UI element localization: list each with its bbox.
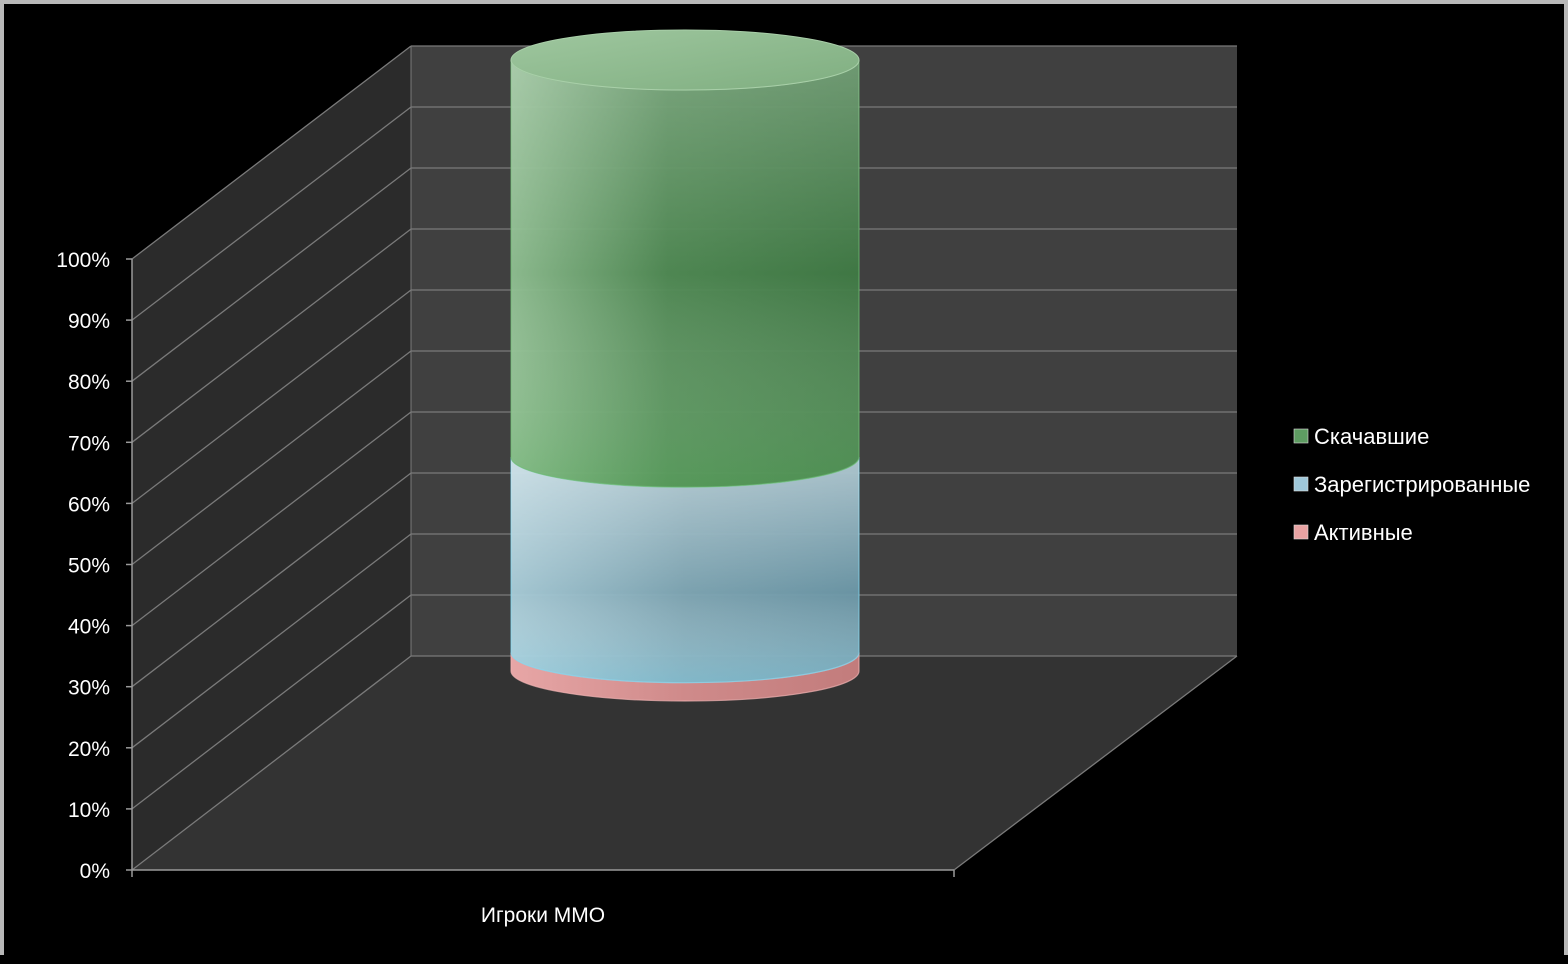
gridline-side (131, 533, 412, 749)
legend-swatch (1293, 476, 1309, 492)
legend-label: Скачавшие (1314, 424, 1429, 449)
y-tick-label: 100% (56, 249, 110, 272)
gridline-side (131, 472, 412, 688)
gridline-side (131, 228, 412, 443)
y-tick-label: 80% (68, 371, 110, 394)
gridline-side (131, 45, 412, 260)
chart-svg: 0% 10% 20% 30% 40% 50% 60% 70% 80% 90% 100% Игроки… (56, 29, 1530, 927)
bar-segment-sheen (511, 457, 859, 683)
legend-swatch (1293, 524, 1309, 540)
floor-edge-right (953, 655, 1238, 871)
legend-label: Зарегистрированные (1314, 472, 1530, 497)
y-tick-label: 70% (68, 432, 110, 455)
y-tick-label: 30% (68, 677, 110, 700)
y-tick-label: 50% (68, 555, 110, 578)
bar-segment-2 (510, 29, 860, 488)
floor (132, 656, 1237, 870)
y-tick-label: 40% (68, 616, 110, 639)
gridline-side (131, 655, 412, 871)
chart-legend: Скачавшие Зарегистрированные Активные (1293, 424, 1530, 545)
y-tick-label: 20% (68, 738, 110, 761)
gridline-side (131, 350, 412, 566)
legend-swatch (1293, 428, 1309, 444)
x-axis: Игроки ММО (131, 869, 955, 927)
legend-label: Активные (1314, 520, 1413, 545)
bar-segment-sheen (511, 60, 859, 488)
gridline-side (131, 167, 412, 382)
y-tick-label: 0% (80, 860, 110, 883)
gridline-side (131, 411, 412, 627)
y-tick-label: 60% (68, 493, 110, 516)
x-category-label: Игроки ММО (481, 904, 605, 927)
gridline-side (131, 594, 412, 810)
y-axis: 0% 10% 20% 30% 40% 50% 60% 70% 80% 90% 100% (56, 249, 133, 883)
chart-bars (510, 29, 860, 702)
y-tick-label: 10% (68, 799, 110, 822)
bar-top-cap (510, 29, 860, 91)
bar-segment-1 (510, 457, 860, 684)
y-tick-label: 90% (68, 310, 110, 333)
gridline-side (131, 289, 412, 504)
gridline-side (131, 106, 412, 321)
